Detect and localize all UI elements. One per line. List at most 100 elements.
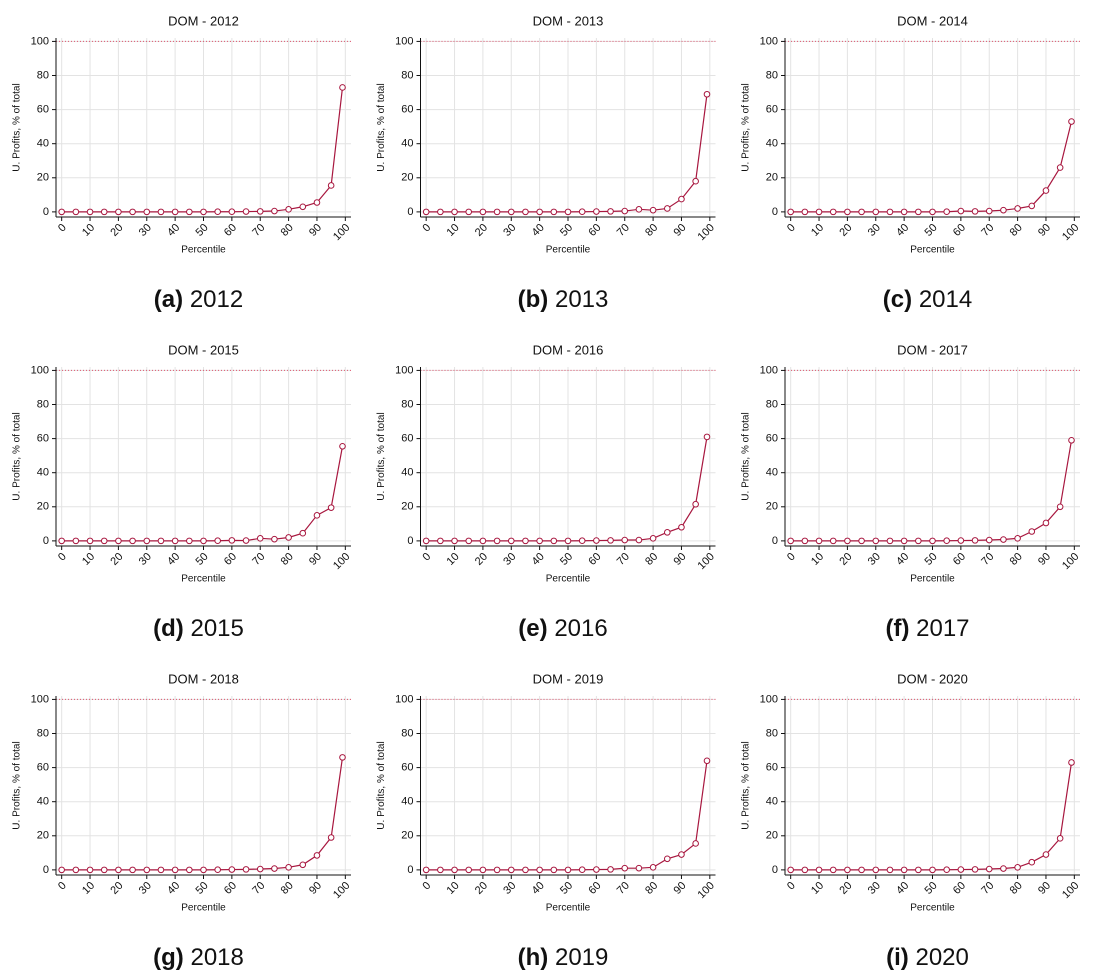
data-point [58, 866, 65, 874]
data-line [61, 446, 344, 542]
data-point [115, 866, 122, 874]
y-tick-label: 80 [401, 69, 413, 81]
data-line [61, 87, 344, 213]
data-point [872, 866, 880, 874]
data-point [129, 866, 136, 874]
data-point [1056, 164, 1064, 171]
x-tick-label: 10 [809, 551, 826, 568]
x-tick-label: 0 [785, 551, 798, 564]
data-point [886, 866, 894, 874]
y-tick-label: 0 [407, 864, 413, 876]
data-point [313, 199, 321, 206]
data-point [678, 523, 685, 531]
data-point [451, 537, 458, 545]
caption-space [909, 615, 916, 642]
data-point [900, 208, 908, 216]
x-tick-label: 70 [250, 880, 267, 897]
data-point [692, 177, 699, 185]
caption-letter: (d) [153, 615, 184, 642]
chart-title: DOM - 2012 [168, 13, 239, 28]
data-point [522, 537, 529, 545]
data-point [271, 535, 278, 543]
panel: DOM - 2012 0 20 40 60 80 100 0 10 20 30 40 50 60 70 80 9… [12, 13, 353, 313]
data-point [663, 529, 671, 536]
data-point [943, 866, 950, 874]
y-axis-label: U. Profits, % of total [12, 412, 23, 500]
x-tick-label: 30 [137, 551, 154, 568]
caption-letter: (e) [518, 615, 547, 642]
y-tick-label: 20 [766, 501, 778, 513]
data-point [635, 206, 643, 213]
data-point [157, 866, 165, 874]
y-tick-label: 80 [37, 69, 49, 81]
y-tick-label: 20 [401, 172, 413, 184]
y-tick-label: 60 [766, 762, 778, 774]
data-point [649, 535, 657, 542]
y-tick-label: 40 [37, 467, 49, 479]
y-tick-label: 0 [772, 206, 778, 218]
x-tick-label: 60 [951, 222, 968, 239]
chart-title: DOM - 2014 [897, 13, 968, 28]
caption-space [912, 286, 919, 313]
x-tick-label: 20 [473, 880, 490, 897]
x-tick-label: 10 [445, 551, 462, 568]
data-point [242, 537, 250, 544]
x-tick-label: 90 [1036, 551, 1053, 568]
data-point [86, 537, 94, 545]
data-point [858, 866, 865, 874]
x-tick-label: 20 [837, 880, 854, 897]
x-tick-label: 50 [194, 222, 211, 239]
data-point [58, 208, 65, 216]
data-point [536, 208, 543, 216]
y-tick-label: 0 [407, 206, 413, 218]
data-point [228, 208, 236, 216]
y-tick-label: 100 [760, 35, 778, 47]
x-tick-label: 0 [56, 551, 69, 564]
data-point [578, 208, 586, 216]
data-point [929, 537, 936, 545]
data-point [1014, 864, 1021, 871]
data-point [299, 203, 307, 211]
data-point [256, 865, 264, 873]
y-axis-label: U. Profits, % of total [376, 741, 387, 829]
data-line [790, 121, 1073, 213]
data-point [58, 537, 65, 545]
panel: DOM - 2014 0 20 40 60 80 100 0 10 20 30 40 50 60 70 80 9… [741, 13, 1082, 313]
x-axis-label: Percentile [546, 245, 591, 256]
data-point [214, 537, 221, 545]
y-tick-label: 100 [31, 35, 49, 47]
data-point [129, 208, 136, 216]
data-point [451, 866, 458, 874]
data-point [143, 208, 151, 216]
x-tick-label: 60 [222, 222, 239, 239]
panel: DOM - 2019 0 20 40 60 80 100 0 10 20 30 40 50 60 70 80 9… [376, 671, 717, 971]
x-tick-label: 50 [194, 880, 211, 897]
data-point [327, 504, 335, 511]
x-axis-label: Percentile [910, 245, 955, 256]
x-tick-label: 100 [331, 551, 352, 572]
caption-text: 2016 [554, 615, 607, 642]
data-point [829, 866, 837, 874]
data-line [61, 757, 344, 871]
panel: DOM - 2013 0 20 40 60 80 100 0 10 20 30 40 50 60 70 80 9… [376, 13, 717, 313]
chart-title: DOM - 2017 [897, 342, 968, 357]
data-point [493, 866, 501, 874]
y-tick-label: 60 [766, 433, 778, 445]
x-tick-label: 30 [501, 551, 518, 568]
data-point [844, 866, 851, 874]
data-point [86, 866, 94, 874]
data-point [564, 866, 572, 874]
data-point [663, 205, 671, 212]
x-tick-label: 10 [809, 222, 826, 239]
data-point [1000, 206, 1007, 214]
y-tick-label: 80 [37, 398, 49, 410]
x-tick-label: 10 [80, 551, 97, 568]
data-point [422, 208, 430, 216]
panel: DOM - 2016 0 20 40 60 80 100 0 10 20 30 40 50 60 70 80 9… [376, 342, 717, 642]
x-tick-label: 40 [894, 880, 911, 897]
panel: DOM - 2020 0 20 40 60 80 100 0 10 20 30 40 50 60 70 80 9… [741, 671, 1082, 971]
data-point [115, 208, 122, 216]
y-tick-label: 100 [31, 364, 49, 376]
y-tick-label: 0 [43, 206, 49, 218]
x-tick-label: 80 [1008, 222, 1025, 239]
